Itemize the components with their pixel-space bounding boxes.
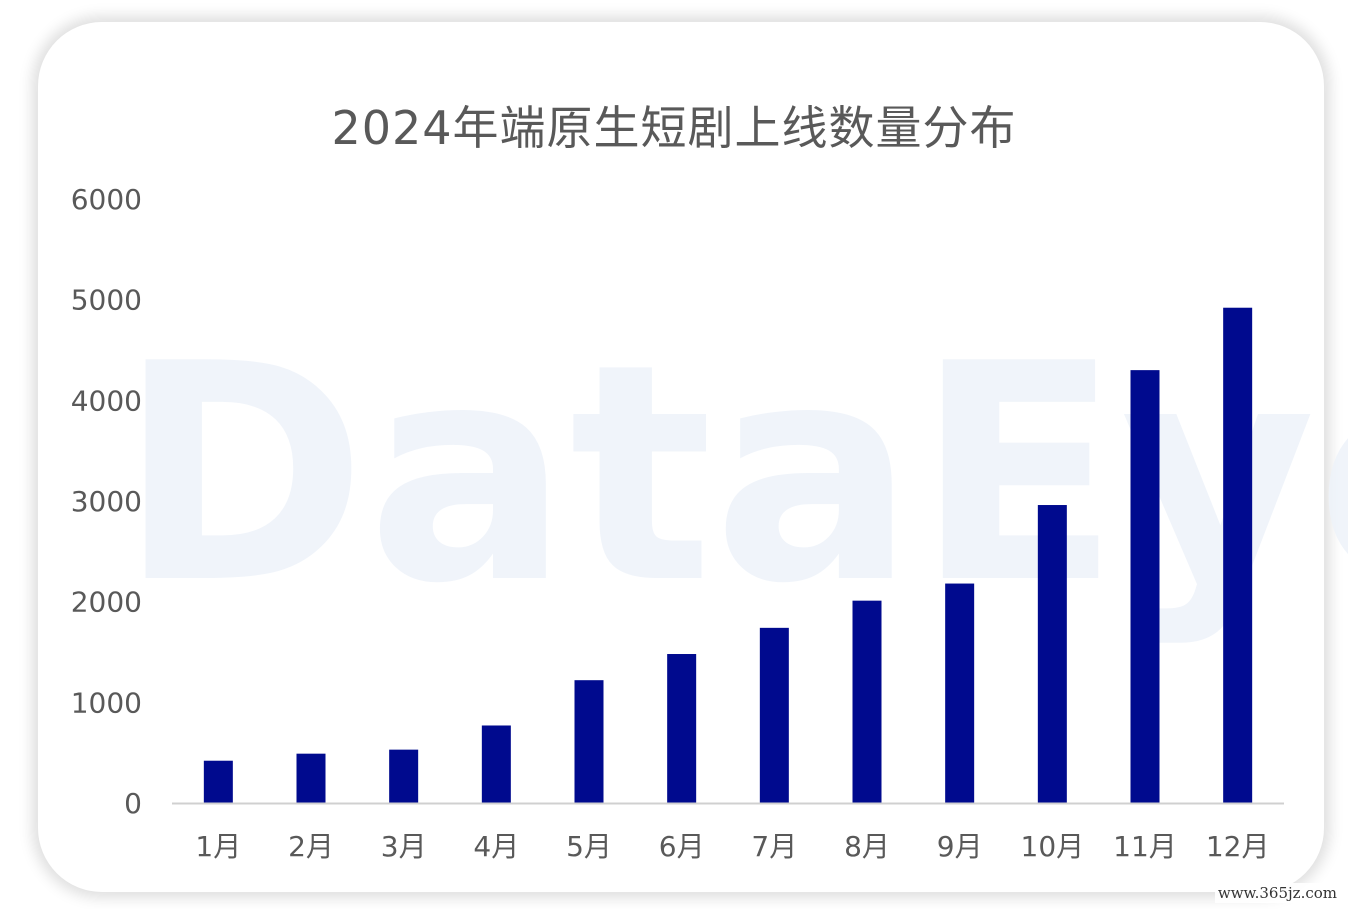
footer-url: www.365jz.com [1214, 883, 1340, 903]
x-tick-label: 7月 [751, 830, 797, 863]
y-tick-label: 6000 [71, 183, 142, 216]
x-tick-label: 10月 [1021, 830, 1085, 863]
x-tick-label: 11月 [1113, 830, 1177, 863]
bar-1 [203, 760, 233, 803]
bar-3 [389, 749, 419, 803]
x-tick-label: 1月 [195, 830, 241, 863]
bar-12 [1223, 307, 1253, 803]
y-tick-label: 4000 [71, 384, 142, 417]
y-tick-label: 0 [124, 787, 142, 820]
chart-title: 2024年端原生短剧上线数量分布 [331, 101, 1017, 155]
bar-11 [1130, 370, 1160, 803]
bar-6 [667, 654, 697, 803]
x-tick-label: 2月 [288, 830, 334, 863]
x-tick-label: 12月 [1206, 830, 1270, 863]
x-tick-label: 5月 [566, 830, 612, 863]
bar-7 [759, 627, 789, 803]
y-tick-label: 1000 [71, 686, 142, 719]
bar-4 [481, 725, 511, 803]
bar-2 [296, 753, 326, 803]
y-tick-label: 5000 [71, 284, 142, 317]
x-tick-label: 4月 [473, 830, 519, 863]
x-tick-label: 3月 [381, 830, 427, 863]
y-tick-label: 2000 [71, 586, 142, 619]
bar-9 [945, 583, 975, 803]
x-tick-label: 6月 [659, 830, 705, 863]
x-tick-label: 8月 [844, 830, 890, 863]
bar-5 [574, 680, 604, 803]
x-tick-label: 9月 [937, 830, 983, 863]
bar-10 [1037, 505, 1067, 803]
bar-8 [852, 600, 882, 803]
y-tick-label: 3000 [71, 485, 142, 518]
